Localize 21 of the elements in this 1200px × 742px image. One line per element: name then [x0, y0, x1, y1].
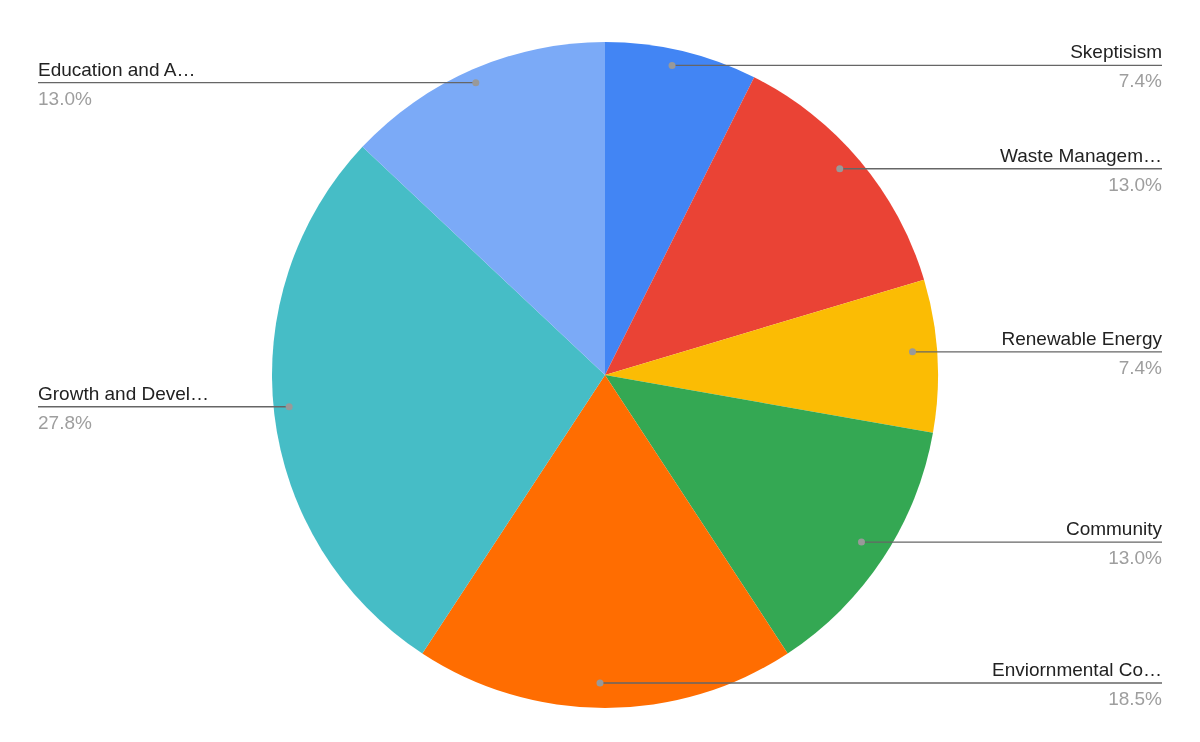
pie-slice	[422, 375, 788, 708]
pie-slice	[272, 146, 605, 654]
pie-slice	[605, 42, 755, 375]
data-label: 13.0%	[1108, 547, 1163, 569]
slice-label: Enviornmental Co…	[991, 659, 1162, 681]
data-label: 27.8%	[38, 411, 92, 433]
data-label: 13.0%	[1108, 173, 1163, 195]
pie-slice	[605, 279, 938, 433]
slice-label: Growth and Devel…	[38, 382, 210, 404]
pie-slice	[362, 42, 605, 375]
pie-slice	[605, 77, 925, 375]
slice-label: Education and A…	[38, 58, 196, 80]
data-label: 13.0%	[38, 87, 92, 109]
data-label: 7.4%	[1118, 356, 1163, 378]
pie-slice	[605, 375, 933, 654]
slice-label: Renewable Energy	[1001, 327, 1163, 349]
slice-label: Community	[1065, 518, 1163, 540]
data-label: 7.4%	[1118, 70, 1163, 92]
slice-label: Waste Managem…	[1000, 144, 1162, 166]
slice-label: Skeptisism	[1070, 41, 1162, 63]
data-label: 18.5%	[1108, 688, 1163, 710]
